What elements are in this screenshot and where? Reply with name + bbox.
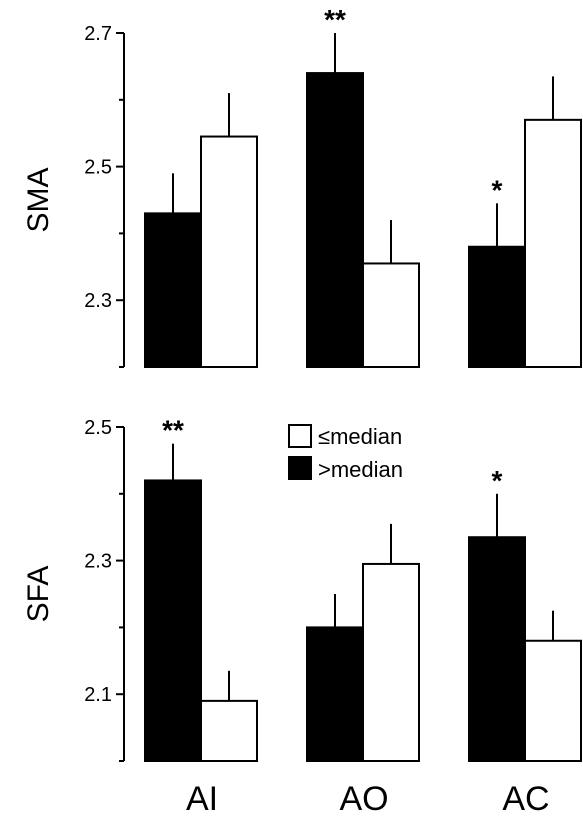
sma-tick-label: 2.3 xyxy=(84,290,112,312)
sfa-bar-ao-gt-median xyxy=(306,626,364,763)
legend-label-gt-median: >median xyxy=(318,457,403,482)
sma-tick-label: 2.5 xyxy=(84,157,112,179)
legend: ≤median >median xyxy=(288,424,403,482)
sfa-significance-ac: * xyxy=(492,465,503,496)
category-label-ac: AC xyxy=(502,780,549,817)
sfa-tick-label: 2.1 xyxy=(84,684,112,706)
sma-bar-ai-le-median xyxy=(200,135,258,368)
category-label-ai: AI xyxy=(186,780,218,817)
legend-label-le-median: ≤median xyxy=(318,424,402,449)
sma-bar-ao-le-median xyxy=(362,262,420,368)
legend-swatch-le-median xyxy=(288,424,312,448)
sma-bar-ao-gt-median xyxy=(306,72,364,369)
sma-bar-ac-le-median xyxy=(524,118,582,368)
sfa-significance-ai: ** xyxy=(162,415,184,446)
sma-significance-ac: * xyxy=(492,174,503,205)
category-label-ao: AO xyxy=(339,780,388,817)
sfa-y-axis-label: SFA xyxy=(22,566,55,623)
sma-significance-ao: ** xyxy=(324,4,346,35)
sfa-bar-ac-le-median xyxy=(524,639,582,763)
sfa-bar-ac-gt-median xyxy=(468,536,526,762)
sfa-tick-label: 2.3 xyxy=(84,551,112,573)
sfa-tick-label: 2.5 xyxy=(84,417,112,439)
sfa-bar-ai-gt-median xyxy=(144,479,202,762)
sfa-bar-ao-le-median xyxy=(362,562,420,762)
sfa-bar-ai-le-median xyxy=(200,699,258,763)
legend-swatch-gt-median xyxy=(288,456,312,480)
sma-bar-ac-gt-median xyxy=(468,245,526,368)
category-labels: AI AO AC xyxy=(186,780,550,817)
sma-y-axis-label: SMA xyxy=(22,167,55,232)
sma-tick-label: 2.7 xyxy=(84,23,112,45)
sma-bar-ai-gt-median xyxy=(144,212,202,368)
